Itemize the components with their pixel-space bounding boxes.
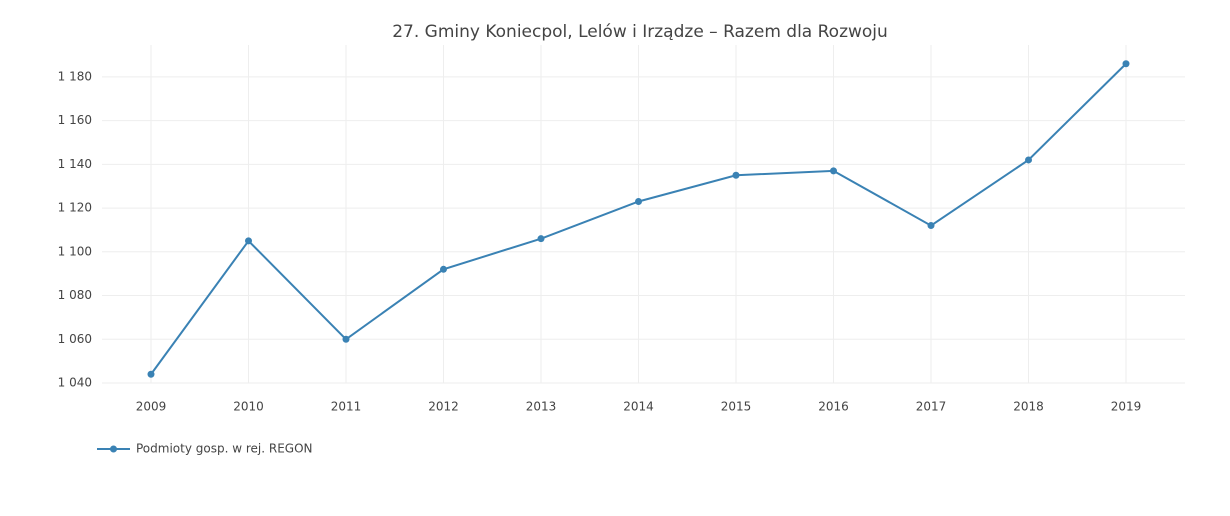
data-point [147, 370, 155, 378]
y-tick-label: 1 080 [58, 288, 92, 302]
x-tick-label: 2009 [136, 400, 167, 414]
chart-title: 27. Gminy Koniecpol, Lelów i Irządze – R… [392, 22, 888, 42]
data-point [830, 167, 837, 175]
y-tick-label: 1 180 [58, 69, 92, 83]
data-point [537, 235, 545, 243]
x-tick-label: 2010 [233, 400, 264, 414]
x-tick-label: 2011 [331, 400, 362, 414]
x-tick-label: 2018 [1013, 400, 1044, 414]
data-point [440, 265, 447, 273]
data-point [927, 222, 935, 230]
data-point [245, 237, 252, 245]
y-tick-label: 1 140 [58, 157, 92, 171]
x-tick-label: 2012 [428, 400, 459, 414]
y-tick-label: 1 100 [58, 244, 92, 258]
y-tick-label: 1 060 [58, 332, 92, 346]
y-tick-label: 1 120 [58, 201, 92, 215]
data-point [635, 198, 642, 206]
x-tick-label: 2017 [916, 400, 947, 414]
y-tick-label: 1 160 [58, 113, 92, 127]
x-tick-label: 2015 [721, 400, 752, 414]
y-tick-label: 1 040 [58, 376, 92, 390]
x-tick-label: 2019 [1111, 400, 1142, 414]
legend-marker [110, 445, 117, 453]
data-point [732, 171, 740, 179]
x-tick-label: 2014 [623, 400, 654, 414]
x-tick-label: 2016 [818, 400, 849, 414]
data-point [342, 335, 350, 343]
data-point [1122, 60, 1130, 68]
legend-label: Podmioty gosp. w rej. REGON [136, 442, 313, 456]
data-point [1025, 156, 1032, 164]
x-tick-label: 2013 [526, 400, 557, 414]
